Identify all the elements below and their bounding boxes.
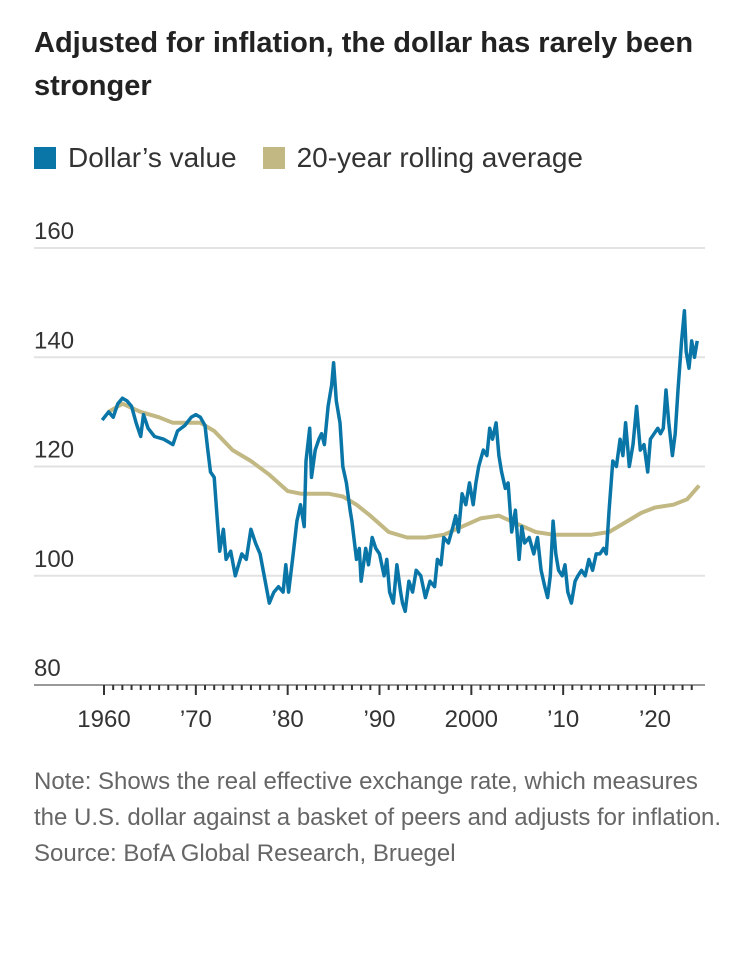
- legend-label: Dollar’s value: [68, 142, 237, 173]
- source-text: Source: BofA Global Research, Bruegel: [34, 840, 456, 867]
- legend-label: 20-year rolling average: [296, 142, 583, 173]
- y-tick-label: 160: [34, 218, 74, 245]
- y-tick-label: 140: [34, 327, 74, 354]
- legend-swatch-dollar: [34, 147, 56, 169]
- legend-swatch-average: [262, 147, 285, 169]
- series-line-dollar-value: [100, 309, 699, 614]
- legend: Dollar’s value 20-year rolling average: [34, 142, 609, 174]
- legend-item-dollar: Dollar’s value: [34, 142, 237, 174]
- x-tick-label: ’90: [363, 706, 395, 733]
- x-tick-label: 1960: [77, 706, 130, 733]
- x-tick-label: ’10: [547, 706, 579, 733]
- note-text: Note: Shows the real effective exchange …: [34, 768, 722, 831]
- y-tick-label: 80: [34, 655, 61, 682]
- chart-plot: 160 140 120 100 80 1960 ’70 ’80 ’90 2000 ’10 ’20: [34, 218, 705, 733]
- chart-title: Adjusted for inflation, the dollar has r…: [34, 27, 694, 102]
- y-tick-label: 100: [34, 546, 74, 573]
- x-tick-label: ’80: [272, 706, 304, 733]
- x-tick-label: ’20: [639, 706, 671, 733]
- x-tick-label: ’70: [180, 706, 212, 733]
- legend-item-average: 20-year rolling average: [262, 142, 583, 174]
- x-tick-label: 2000: [445, 706, 498, 733]
- y-tick-label: 120: [34, 437, 74, 464]
- notes: Note: Shows the real effective exchange …: [34, 764, 724, 872]
